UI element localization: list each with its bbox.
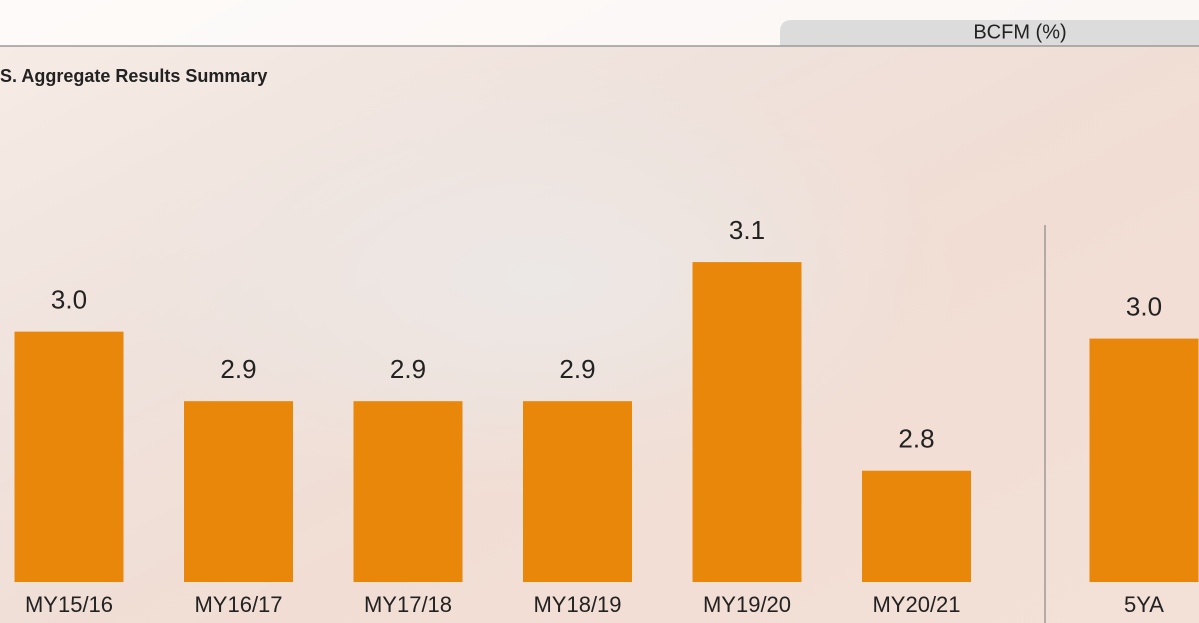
bar (15, 332, 124, 582)
bar (1090, 339, 1199, 582)
bar (184, 401, 293, 582)
bar (354, 401, 463, 582)
bar (862, 471, 971, 582)
chart-title: S. Aggregate Results Summary (0, 66, 267, 86)
value-label: 2.8 (898, 424, 934, 454)
x-tick-label: MY16/17 (194, 592, 282, 617)
value-label: 3.1 (729, 215, 765, 245)
bar (693, 262, 802, 582)
value-label: 2.9 (220, 354, 256, 384)
bar (523, 401, 632, 582)
value-label: 2.9 (559, 354, 595, 384)
x-tick-label: MY20/21 (872, 592, 960, 617)
value-label: 3.0 (51, 285, 87, 315)
value-label: 3.0 (1126, 291, 1162, 321)
x-tick-label: MY19/20 (703, 592, 791, 617)
x-tick-label: 5YA (1124, 592, 1164, 617)
x-tick-label: MY17/18 (364, 592, 452, 617)
x-tick-label: MY15/16 (25, 592, 113, 617)
x-tick-label: MY18/19 (533, 592, 621, 617)
unit-label: BCFM (%) (973, 21, 1066, 43)
chart: BCFM (%) S. Aggregate Results Summary 3.… (0, 0, 1199, 623)
page: {"chart_data": {"type": "bar", "title": … (0, 0, 1199, 623)
value-label: 2.9 (390, 354, 426, 384)
